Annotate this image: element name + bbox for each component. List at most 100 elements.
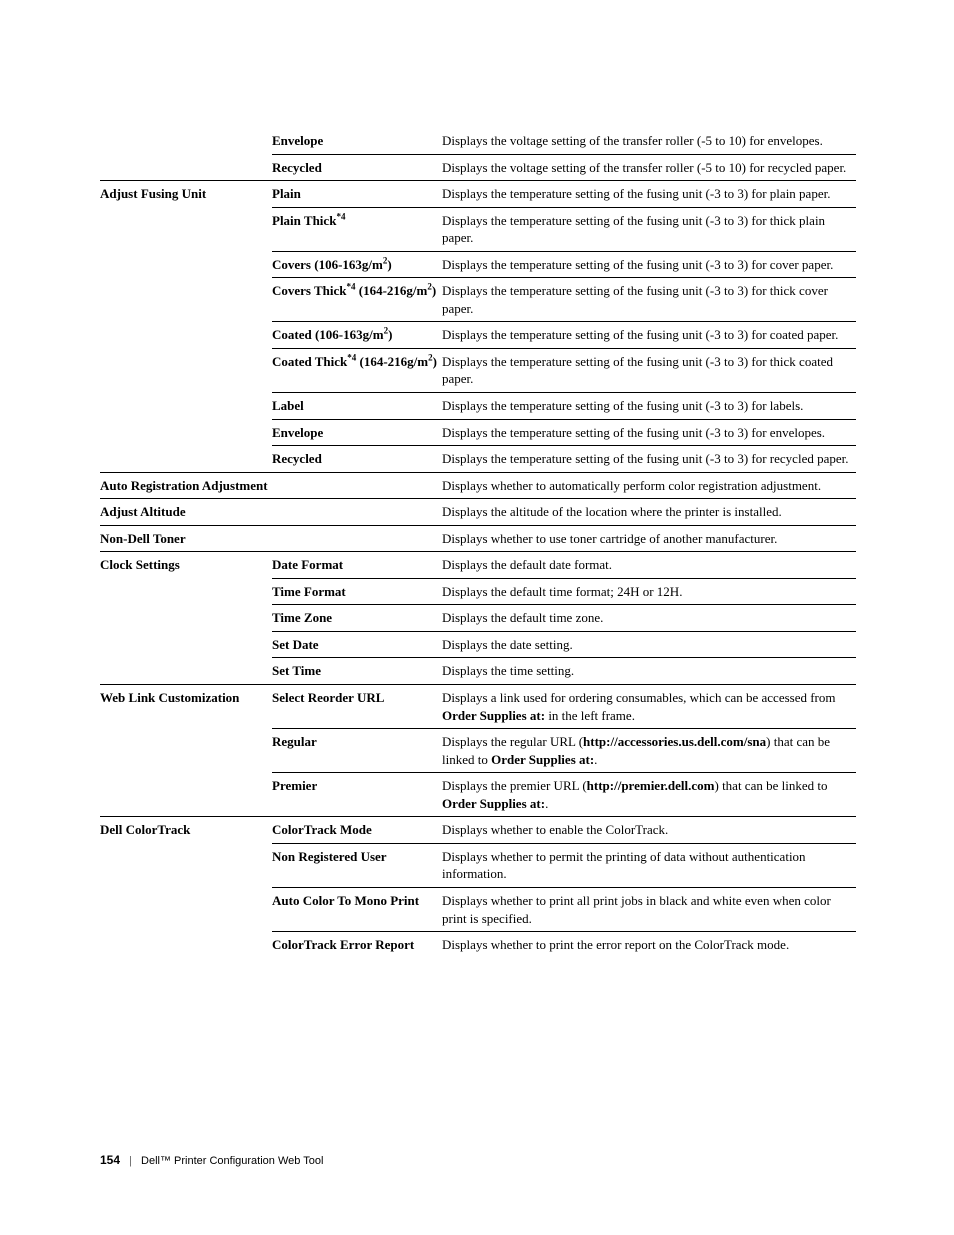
group-label — [100, 887, 272, 931]
group-label — [100, 729, 272, 773]
setting-label: Non Registered User — [272, 843, 442, 887]
setting-label: Select Reorder URL — [272, 685, 442, 729]
table-row: ColorTrack Error ReportDisplays whether … — [100, 932, 856, 958]
setting-description: Displays whether to enable the ColorTrac… — [442, 817, 856, 844]
setting-label: Plain — [272, 181, 442, 208]
setting-label: Regular — [272, 729, 442, 773]
setting-description: Displays the temperature setting of the … — [442, 348, 856, 392]
table-row: Coated Thick*4 (164-216g/m2)Displays the… — [100, 348, 856, 392]
table-row: Clock SettingsDate FormatDisplays the de… — [100, 552, 856, 579]
setting-description: Displays the voltage setting of the tran… — [442, 128, 856, 154]
setting-description: Displays the temperature setting of the … — [442, 278, 856, 322]
table-row: Set DateDisplays the date setting. — [100, 631, 856, 658]
setting-description: Displays the temperature setting of the … — [442, 393, 856, 420]
setting-description: Displays the date setting. — [442, 631, 856, 658]
setting-description: Displays the temperature setting of the … — [442, 207, 856, 251]
table-row: Time ZoneDisplays the default time zone. — [100, 605, 856, 632]
group-label — [100, 322, 272, 349]
setting-label: Recycled — [272, 154, 442, 181]
setting-description: Displays the temperature setting of the … — [442, 446, 856, 473]
setting-description: Displays the premier URL (http://premier… — [442, 773, 856, 817]
table-row: Covers Thick*4 (164-216g/m2)Displays the… — [100, 278, 856, 322]
group-label: Adjust Altitude — [100, 499, 442, 526]
setting-description: Displays whether to automatically perfor… — [442, 472, 856, 499]
group-label — [100, 932, 272, 958]
table-row: Non Registered UserDisplays whether to p… — [100, 843, 856, 887]
setting-description: Displays the temperature setting of the … — [442, 419, 856, 446]
setting-label: Premier — [272, 773, 442, 817]
setting-label: Auto Color To Mono Print — [272, 887, 442, 931]
setting-description: Displays the regular URL (http://accesso… — [442, 729, 856, 773]
setting-label: Plain Thick*4 — [272, 207, 442, 251]
table-row: Web Link CustomizationSelect Reorder URL… — [100, 685, 856, 729]
setting-label: Date Format — [272, 552, 442, 579]
table-row: EnvelopeDisplays the temperature setting… — [100, 419, 856, 446]
setting-description: Displays the voltage setting of the tran… — [442, 154, 856, 181]
group-label — [100, 773, 272, 817]
table-row: PremierDisplays the premier URL (http://… — [100, 773, 856, 817]
setting-label: ColorTrack Mode — [272, 817, 442, 844]
group-label — [100, 578, 272, 605]
group-label — [100, 251, 272, 278]
table-row: Non-Dell TonerDisplays whether to use to… — [100, 525, 856, 552]
setting-label: Envelope — [272, 419, 442, 446]
table-row: Coated (106-163g/m2)Displays the tempera… — [100, 322, 856, 349]
setting-description: Displays whether to print the error repo… — [442, 932, 856, 958]
setting-description: Displays the altitude of the location wh… — [442, 499, 856, 526]
table-row: Dell ColorTrackColorTrack ModeDisplays w… — [100, 817, 856, 844]
setting-label: Set Date — [272, 631, 442, 658]
group-label — [100, 128, 272, 154]
group-label: Adjust Fusing Unit — [100, 181, 272, 208]
setting-description: Displays whether to permit the printing … — [442, 843, 856, 887]
group-label — [100, 658, 272, 685]
setting-label: Coated (106-163g/m2) — [272, 322, 442, 349]
table-row: Auto Color To Mono PrintDisplays whether… — [100, 887, 856, 931]
group-label: Auto Registration Adjustment — [100, 472, 442, 499]
group-label: Non-Dell Toner — [100, 525, 442, 552]
setting-description: Displays the default date format. — [442, 552, 856, 579]
table-row: Plain Thick*4Displays the temperature se… — [100, 207, 856, 251]
group-label — [100, 605, 272, 632]
page-number: 154 — [100, 1153, 120, 1167]
settings-table: EnvelopeDisplays the voltage setting of … — [100, 128, 856, 958]
setting-label: Set Time — [272, 658, 442, 685]
setting-label: Time Zone — [272, 605, 442, 632]
setting-label: Label — [272, 393, 442, 420]
setting-label: Covers (106-163g/m2) — [272, 251, 442, 278]
group-label — [100, 843, 272, 887]
setting-label: Coated Thick*4 (164-216g/m2) — [272, 348, 442, 392]
group-label — [100, 207, 272, 251]
group-label — [100, 154, 272, 181]
setting-description: Displays the default time zone. — [442, 605, 856, 632]
group-label — [100, 446, 272, 473]
setting-description: Displays the temperature setting of the … — [442, 322, 856, 349]
page-footer: 154 | Dell™ Printer Configuration Web To… — [100, 1153, 323, 1167]
table-row: Adjust Fusing UnitPlainDisplays the temp… — [100, 181, 856, 208]
group-label: Clock Settings — [100, 552, 272, 579]
table-row: Covers (106-163g/m2)Displays the tempera… — [100, 251, 856, 278]
footer-divider: | — [129, 1155, 132, 1167]
table-row: Set TimeDisplays the time setting. — [100, 658, 856, 685]
table-row: LabelDisplays the temperature setting of… — [100, 393, 856, 420]
setting-label: ColorTrack Error Report — [272, 932, 442, 958]
table-row: Auto Registration AdjustmentDisplays whe… — [100, 472, 856, 499]
setting-description: Displays the temperature setting of the … — [442, 251, 856, 278]
table-row: EnvelopeDisplays the voltage setting of … — [100, 128, 856, 154]
setting-description: Displays whether to print all print jobs… — [442, 887, 856, 931]
setting-description: Displays a link used for ordering consum… — [442, 685, 856, 729]
setting-label: Covers Thick*4 (164-216g/m2) — [272, 278, 442, 322]
setting-label: Time Format — [272, 578, 442, 605]
setting-label: Envelope — [272, 128, 442, 154]
group-label: Dell ColorTrack — [100, 817, 272, 844]
setting-description: Displays the default time format; 24H or… — [442, 578, 856, 605]
footer-title: Dell™ Printer Configuration Web Tool — [141, 1155, 323, 1167]
table-row: Adjust AltitudeDisplays the altitude of … — [100, 499, 856, 526]
table-row: Time FormatDisplays the default time for… — [100, 578, 856, 605]
setting-description: Displays the time setting. — [442, 658, 856, 685]
group-label — [100, 348, 272, 392]
setting-label: Recycled — [272, 446, 442, 473]
table-row: RegularDisplays the regular URL (http://… — [100, 729, 856, 773]
setting-description: Displays whether to use toner cartridge … — [442, 525, 856, 552]
group-label — [100, 631, 272, 658]
group-label: Web Link Customization — [100, 685, 272, 729]
